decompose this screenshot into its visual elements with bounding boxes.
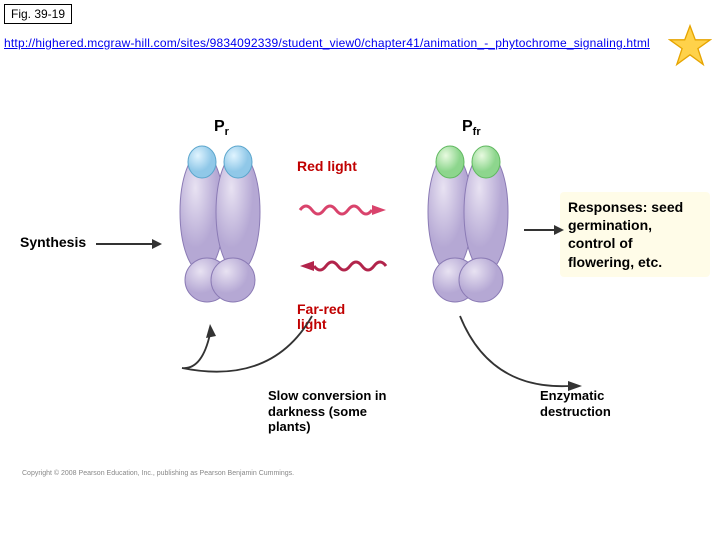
red-light-arrow xyxy=(298,200,388,220)
enzymatic-arrow xyxy=(440,308,620,402)
pfr-label: Pfr xyxy=(462,118,481,138)
responses-box: Responses: seed germination, control of … xyxy=(560,192,710,277)
slow-conversion-arrow xyxy=(152,308,322,392)
slow-conversion-label: Slow conversion in darkness (some plants… xyxy=(268,388,408,435)
copyright-credit: Copyright © 2008 Pearson Education, Inc.… xyxy=(22,470,294,477)
pr-label: Pr xyxy=(214,118,229,138)
synthesis-arrow xyxy=(94,238,164,250)
star-icon xyxy=(668,24,712,68)
far-red-light-arrow xyxy=(298,256,388,276)
figure-label: Fig. 39-19 xyxy=(4,4,72,24)
pfr-protein xyxy=(408,140,528,310)
responses-arrow xyxy=(522,224,564,236)
synthesis-label: Synthesis xyxy=(20,234,86,250)
url-link[interactable]: http://highered.mcgraw-hill.com/sites/98… xyxy=(4,36,650,50)
red-light-label: Red light xyxy=(297,158,357,174)
pr-protein xyxy=(160,140,280,310)
